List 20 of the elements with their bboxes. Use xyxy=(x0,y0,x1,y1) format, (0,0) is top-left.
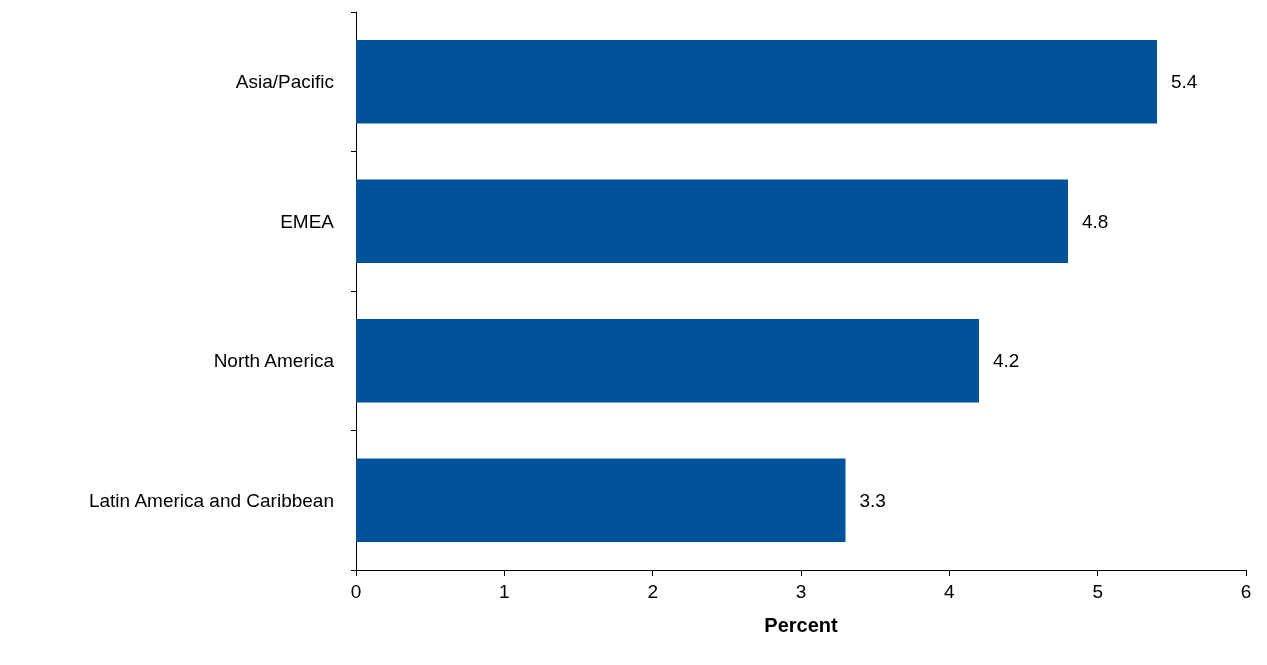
y-tick-label: Asia/Pacific xyxy=(235,71,334,93)
data-label: 4.2 xyxy=(993,350,1020,372)
data-label: 5.4 xyxy=(1171,71,1198,93)
x-tick-label: 1 xyxy=(499,581,510,602)
x-tick-label: 4 xyxy=(944,581,956,602)
x-tick-label: 0 xyxy=(350,581,362,602)
x-tick-label: 5 xyxy=(1092,581,1103,602)
bar xyxy=(356,179,1068,264)
y-tick-label: Latin America and Caribbean xyxy=(88,489,334,511)
data-label: 3.3 xyxy=(859,489,886,511)
y-tick-label: EMEA xyxy=(280,210,335,232)
x-tick-label: 2 xyxy=(647,581,658,602)
bar xyxy=(356,458,846,543)
data-label: 4.8 xyxy=(1082,210,1109,232)
y-tick-label: North America xyxy=(213,350,335,372)
x-axis-title: Percent xyxy=(764,614,839,636)
bar xyxy=(356,318,979,403)
bar xyxy=(356,39,1157,124)
x-tick-label: 3 xyxy=(795,581,807,602)
x-tick-label: 6 xyxy=(1240,581,1252,602)
